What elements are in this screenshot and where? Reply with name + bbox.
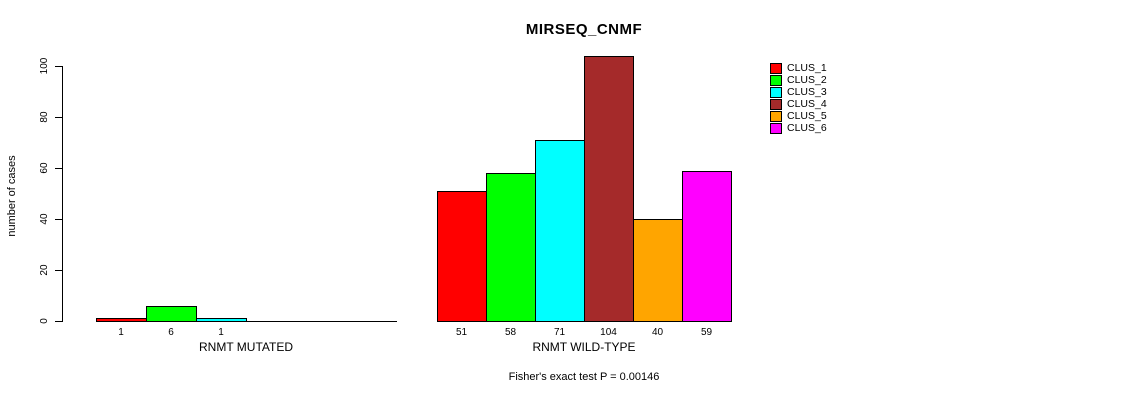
bar-value-label: 6 bbox=[168, 327, 174, 338]
group-baseline bbox=[437, 321, 732, 322]
bar-clus_3-group2 bbox=[535, 140, 585, 322]
bar-clus_5-group2 bbox=[633, 219, 683, 322]
y-tick-mark bbox=[55, 66, 62, 67]
legend-swatch-icon bbox=[770, 86, 782, 98]
legend-item-clus_5: CLUS_5 bbox=[770, 110, 827, 122]
bar-clus_1-group2 bbox=[437, 191, 487, 322]
y-tick-mark bbox=[55, 219, 62, 220]
y-tick-label: 80 bbox=[39, 111, 50, 123]
legend-label: CLUS_5 bbox=[787, 110, 827, 122]
legend-swatch-icon bbox=[770, 122, 782, 134]
bar-value-label: 1 bbox=[218, 327, 224, 338]
group-label-rnmt-wild-type: RNMT WILD-TYPE bbox=[532, 340, 636, 354]
y-tick-mark bbox=[55, 168, 62, 169]
y-tick-label: 40 bbox=[39, 213, 50, 225]
legend-label: CLUS_6 bbox=[787, 122, 827, 134]
y-tick-label: 100 bbox=[39, 57, 50, 75]
y-tick-mark bbox=[55, 117, 62, 118]
bar-clus_2-group1 bbox=[146, 306, 197, 322]
chart-title: MIRSEQ_CNMF bbox=[525, 21, 643, 38]
bar-clus_4-group2 bbox=[584, 56, 634, 322]
legend-item-clus_3: CLUS_3 bbox=[770, 86, 827, 98]
y-tick-label: 60 bbox=[39, 162, 50, 174]
bar-clus_6-group2 bbox=[682, 171, 732, 322]
legend-label: CLUS_1 bbox=[787, 62, 827, 74]
legend-label: CLUS_2 bbox=[787, 74, 827, 86]
bar-value-label: 51 bbox=[455, 327, 468, 338]
group-baseline bbox=[96, 321, 397, 322]
y-axis-label: number of cases bbox=[6, 155, 18, 237]
fisher-test-annotation: Fisher's exact test P = 0.00146 bbox=[508, 371, 660, 383]
legend-label: CLUS_4 bbox=[787, 98, 827, 110]
legend-item-clus_1: CLUS_1 bbox=[770, 62, 827, 74]
legend-swatch-icon bbox=[770, 110, 782, 122]
y-tick-mark bbox=[55, 270, 62, 271]
legend-item-clus_4: CLUS_4 bbox=[770, 98, 827, 110]
bar-clus_2-group2 bbox=[486, 173, 536, 322]
legend: CLUS_1 CLUS_2 CLUS_3 CLUS_4 CLUS_5 CLUS_6 bbox=[770, 62, 827, 134]
legend-swatch-icon bbox=[770, 74, 782, 86]
bar-value-label: 104 bbox=[600, 327, 617, 338]
y-tick-mark bbox=[55, 321, 62, 322]
legend-item-clus_6: CLUS_6 bbox=[770, 122, 827, 134]
legend-swatch-icon bbox=[770, 62, 782, 74]
legend-item-clus_2: CLUS_2 bbox=[770, 74, 827, 86]
bar-value-label: 58 bbox=[504, 327, 517, 338]
legend-swatch-icon bbox=[770, 98, 782, 110]
bar-value-label: 59 bbox=[700, 327, 713, 338]
bar-value-label: 1 bbox=[118, 327, 124, 338]
y-tick-label: 20 bbox=[39, 264, 50, 276]
group-label-rnmt-mutated: RNMT MUTATED bbox=[199, 340, 293, 354]
y-axis-line bbox=[62, 66, 63, 322]
bar-value-label: 40 bbox=[651, 327, 664, 338]
legend-label: CLUS_3 bbox=[787, 86, 827, 98]
y-tick-label: 0 bbox=[39, 318, 50, 324]
bar-value-label: 71 bbox=[553, 327, 566, 338]
